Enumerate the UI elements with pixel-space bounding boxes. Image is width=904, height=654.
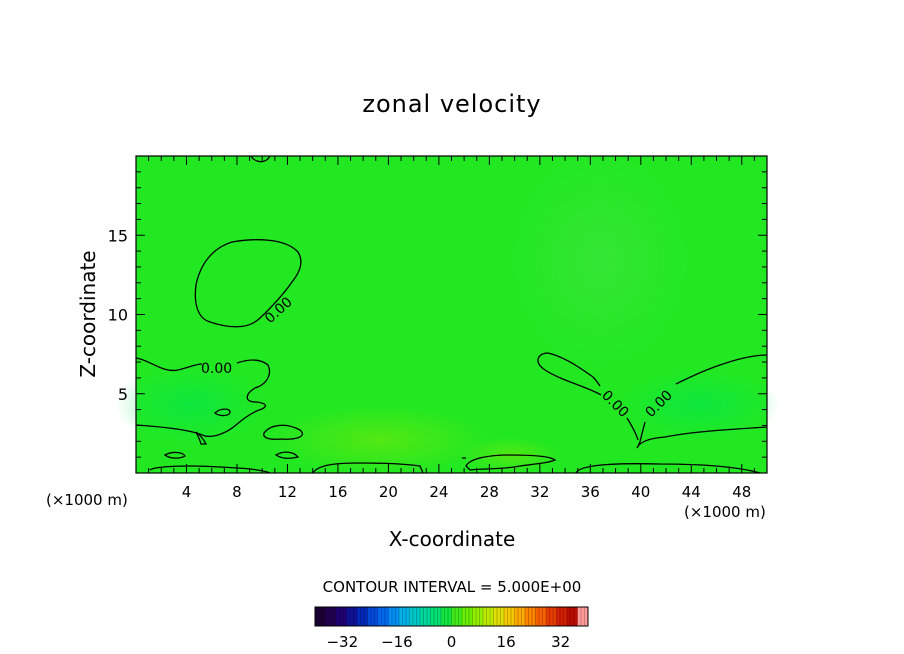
y-tick-label-15: 15 <box>108 226 128 245</box>
x-tick-labels: 4 8 12 16 20 24 28 32 36 40 44 48 <box>182 483 752 501</box>
field-shade-lower-right <box>620 370 780 440</box>
colorbar-swatch-10 <box>420 607 431 626</box>
colorbar-swatch-8 <box>399 607 410 626</box>
x-tick-label-8: 8 <box>232 483 242 501</box>
contour-small-2 <box>195 431 208 445</box>
colorbar-swatch-15 <box>472 607 484 626</box>
x-unit-label-right: (×1000 m) <box>684 503 766 521</box>
contour-top-edge <box>250 155 271 163</box>
contour-small-1 <box>214 408 231 417</box>
y-tick-label-10: 10 <box>108 306 128 325</box>
colorbar-swatch-19 <box>514 607 526 626</box>
field-shade-upper-right <box>510 150 690 370</box>
x-tick-label-32: 32 <box>530 483 549 501</box>
x-tick-marks <box>148 156 755 473</box>
contour-small-3 <box>263 424 304 440</box>
x-tick-label-4: 4 <box>182 483 192 501</box>
x-tick-label-20: 20 <box>379 483 398 501</box>
colorbar-swatch-21 <box>535 607 547 626</box>
colorbar-swatch-16 <box>483 607 494 626</box>
contour-right-v <box>537 352 768 449</box>
x-tick-label-16: 16 <box>328 483 347 501</box>
x-tick-label-12: 12 <box>278 483 297 501</box>
field-shade-bottom-center <box>270 405 490 475</box>
colorbar-swatch-12 <box>441 607 452 626</box>
contour-lines <box>135 155 768 474</box>
colorbar-labels: −32 −16 0 16 32 <box>326 633 570 651</box>
x-tick-label-40: 40 <box>631 483 650 501</box>
y-tick-label-5: 5 <box>118 385 128 404</box>
contour-bottom-left <box>149 465 271 474</box>
colorbar-swatch-3 <box>346 607 358 626</box>
contour-interval-text: CONTOUR INTERVAL = 5.000E+00 <box>323 578 582 596</box>
contour-left-mid <box>135 357 271 438</box>
x-tick-label-48: 48 <box>732 483 751 501</box>
colorbar-tick-label-4: 32 <box>551 633 570 651</box>
plot-area <box>115 150 780 475</box>
colorbar-swatch-1 <box>325 607 337 626</box>
colorbar-swatch-4 <box>357 607 368 626</box>
colorbar-tick-label-0: −32 <box>326 633 358 651</box>
y-axis-label: Z-coordinate <box>76 250 100 377</box>
colorbar-swatch-22 <box>546 607 557 626</box>
colorbar-tick-label-3: 16 <box>497 633 516 651</box>
colorbar-swatch-24 <box>567 607 578 626</box>
colorbar-swatch-5 <box>367 607 379 626</box>
colorbar-frame <box>314 606 589 627</box>
x-tick-label-24: 24 <box>429 483 448 501</box>
contour-bottom-right <box>465 454 557 471</box>
x-tick-label-44: 44 <box>682 483 701 501</box>
colorbar-swatch-17 <box>493 607 505 626</box>
colorbar-swatch-14 <box>462 607 473 626</box>
colorbar-swatch-25 <box>577 607 589 626</box>
contour-bottom-far-right <box>575 463 761 474</box>
x-axis-label: X-coordinate <box>389 527 516 551</box>
colorbar-swatch-0 <box>315 607 326 626</box>
contour-small-5 <box>274 451 300 459</box>
chart-title: zonal velocity <box>362 90 541 118</box>
field-shade-lower-left <box>115 365 265 445</box>
colorbar-swatch-20 <box>525 607 536 626</box>
contour-upper-closed <box>194 239 302 328</box>
y-tick-marks <box>136 171 767 458</box>
colorbar-swatch-11 <box>430 607 442 626</box>
contour-right-upper <box>675 354 768 385</box>
colorbar-swatch-2 <box>336 607 347 626</box>
x-tick-label-28: 28 <box>480 483 499 501</box>
colorbar-swatch-18 <box>504 607 515 626</box>
colorbar-swatch-9 <box>409 607 421 626</box>
colorbar-swatch-6 <box>378 607 389 626</box>
contour-small-4 <box>163 451 186 459</box>
contour-label-2: 0.00 <box>201 361 232 377</box>
colorbar-swatch-13 <box>451 607 463 626</box>
colorbar-tick-label-2: 0 <box>447 633 457 651</box>
contour-bottom-mid <box>312 462 424 474</box>
colorbar-swatch-7 <box>388 607 400 626</box>
y-tick-labels: 5 10 15 <box>108 226 128 404</box>
colorbar-swatch-23 <box>556 607 568 626</box>
x-tick-label-36: 36 <box>581 483 600 501</box>
x-unit-label-left: (×1000 m) <box>46 491 128 509</box>
colorbar-tick-label-1: −16 <box>381 633 413 651</box>
colorbar <box>314 606 589 627</box>
